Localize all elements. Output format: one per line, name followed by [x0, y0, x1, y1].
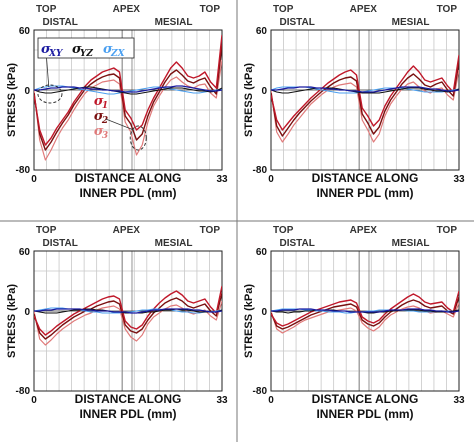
x-tick-label: 0: [268, 395, 274, 406]
y-tick-label: 60: [256, 26, 268, 37]
legend-symbol-principal: σ: [94, 94, 104, 109]
x-tick-label: 0: [31, 395, 37, 406]
plot-frame: [270, 29, 460, 171]
region-label-apex: APEX: [350, 225, 378, 236]
legend-symbol-shear: σ: [41, 42, 51, 57]
x-axis-label-line-2: INNER PDL (mm): [79, 407, 176, 421]
region-label-mesial: MESIAL: [155, 17, 193, 28]
y-tick-label: 0: [24, 307, 30, 318]
legend-subscript-shear: ZX: [110, 49, 126, 59]
y-axis-label: STRESS (kPa): [6, 63, 18, 137]
region-label-mesial: MESIAL: [392, 17, 430, 28]
series-group: [271, 290, 459, 334]
legend-subscript-shear: XY: [48, 49, 64, 59]
y-tick-label: -80: [16, 386, 31, 397]
y-tick-label: 0: [261, 86, 267, 97]
x-tick-label: 0: [268, 174, 274, 185]
legend-subscript-principal: 3: [102, 131, 108, 141]
series-line-sigma-1: [34, 285, 222, 336]
x-axis-label-line-1: DISTANCE ALONG: [75, 171, 182, 185]
x-axis-label-line-2: INNER PDL (mm): [316, 407, 413, 421]
y-axis-label: STRESS (kPa): [243, 63, 255, 137]
y-tick-label: -80: [253, 386, 268, 397]
series-line-sigma-3: [271, 69, 459, 143]
callout-ellipse-shear: [37, 84, 63, 104]
x-tick-label: 33: [453, 174, 465, 185]
region-label-apex: APEX: [113, 225, 141, 236]
series-line-sigma-yz: [34, 86, 222, 95]
y-tick-label: 0: [24, 86, 30, 97]
plot-frame: [33, 250, 223, 392]
series-line-sigma-2: [34, 44, 222, 151]
x-tick-label: 0: [31, 174, 37, 185]
callout-pointer-shear: [46, 57, 50, 88]
region-label-mesial: MESIAL: [392, 238, 430, 249]
region-label-apex: APEX: [350, 4, 378, 15]
series-line-sigma-xy: [271, 308, 459, 313]
region-label-top: TOP: [437, 4, 458, 15]
series-group: [34, 285, 222, 346]
legend-symbol-principal: σ: [94, 124, 104, 139]
legend-symbol-shear: σ: [103, 42, 113, 57]
x-tick-label: 33: [453, 395, 465, 406]
series-line-sigma-1: [34, 34, 222, 146]
y-tick-label: 60: [256, 247, 268, 258]
region-label-distal: DISTAL: [280, 17, 315, 28]
series-line-sigma-2: [34, 292, 222, 340]
callout-pointer-principal: [105, 118, 134, 131]
region-label-top: TOP: [36, 225, 57, 236]
region-label-top: TOP: [437, 225, 458, 236]
series-line-sigma-xy: [34, 308, 222, 314]
plot-frame: [270, 250, 460, 392]
series-line-sigma-1: [271, 54, 459, 131]
series-line-sigma-yz: [271, 87, 459, 94]
y-tick-label: -80: [16, 165, 31, 176]
y-axis-label: STRESS (kPa): [6, 284, 18, 358]
y-axis-label: STRESS (kPa): [243, 284, 255, 358]
region-label-top: TOP: [273, 225, 294, 236]
region-label-top: TOP: [200, 225, 221, 236]
region-label-distal: DISTAL: [43, 238, 78, 249]
region-label-apex: APEX: [113, 4, 141, 15]
plot-frame: [33, 29, 223, 171]
legend-subscript-principal: 2: [101, 116, 108, 126]
region-label-top: TOP: [200, 4, 221, 15]
y-tick-label: -80: [253, 165, 268, 176]
region-label-top: TOP: [36, 4, 57, 15]
series-group: [271, 54, 459, 143]
y-tick-label: 60: [19, 247, 31, 258]
region-label-top: TOP: [273, 4, 294, 15]
region-label-mesial: MESIAL: [155, 238, 193, 249]
series-line-sigma-xy: [271, 86, 459, 93]
x-axis-label-line-1: DISTANCE ALONG: [75, 392, 182, 406]
series-group: [34, 34, 222, 161]
x-tick-label: 33: [216, 395, 228, 406]
series-line-sigma-xy: [34, 85, 222, 93]
x-tick-label: 33: [216, 174, 228, 185]
callout-ellipse-principal: [129, 125, 147, 151]
region-label-distal: DISTAL: [280, 238, 315, 249]
legend-subscript-principal: 1: [102, 101, 108, 111]
y-tick-label: 60: [19, 26, 31, 37]
legend-symbol-principal: σ: [94, 109, 104, 124]
series-line-sigma-2: [271, 296, 459, 330]
series-line-sigma-2: [271, 61, 459, 137]
region-label-distal: DISTAL: [43, 17, 78, 28]
x-axis-label-line-1: DISTANCE ALONG: [312, 392, 419, 406]
series-line-sigma-1: [271, 290, 459, 327]
legend-box-shear: [37, 37, 135, 59]
legend-subscript-shear: YZ: [80, 49, 93, 59]
y-tick-label: 0: [261, 307, 267, 318]
x-axis-label-line-2: INNER PDL (mm): [316, 186, 413, 200]
x-axis-label-line-2: INNER PDL (mm): [79, 186, 176, 200]
x-axis-label-line-1: DISTANCE ALONG: [312, 171, 419, 185]
legend-symbol-shear: σ: [72, 42, 82, 57]
